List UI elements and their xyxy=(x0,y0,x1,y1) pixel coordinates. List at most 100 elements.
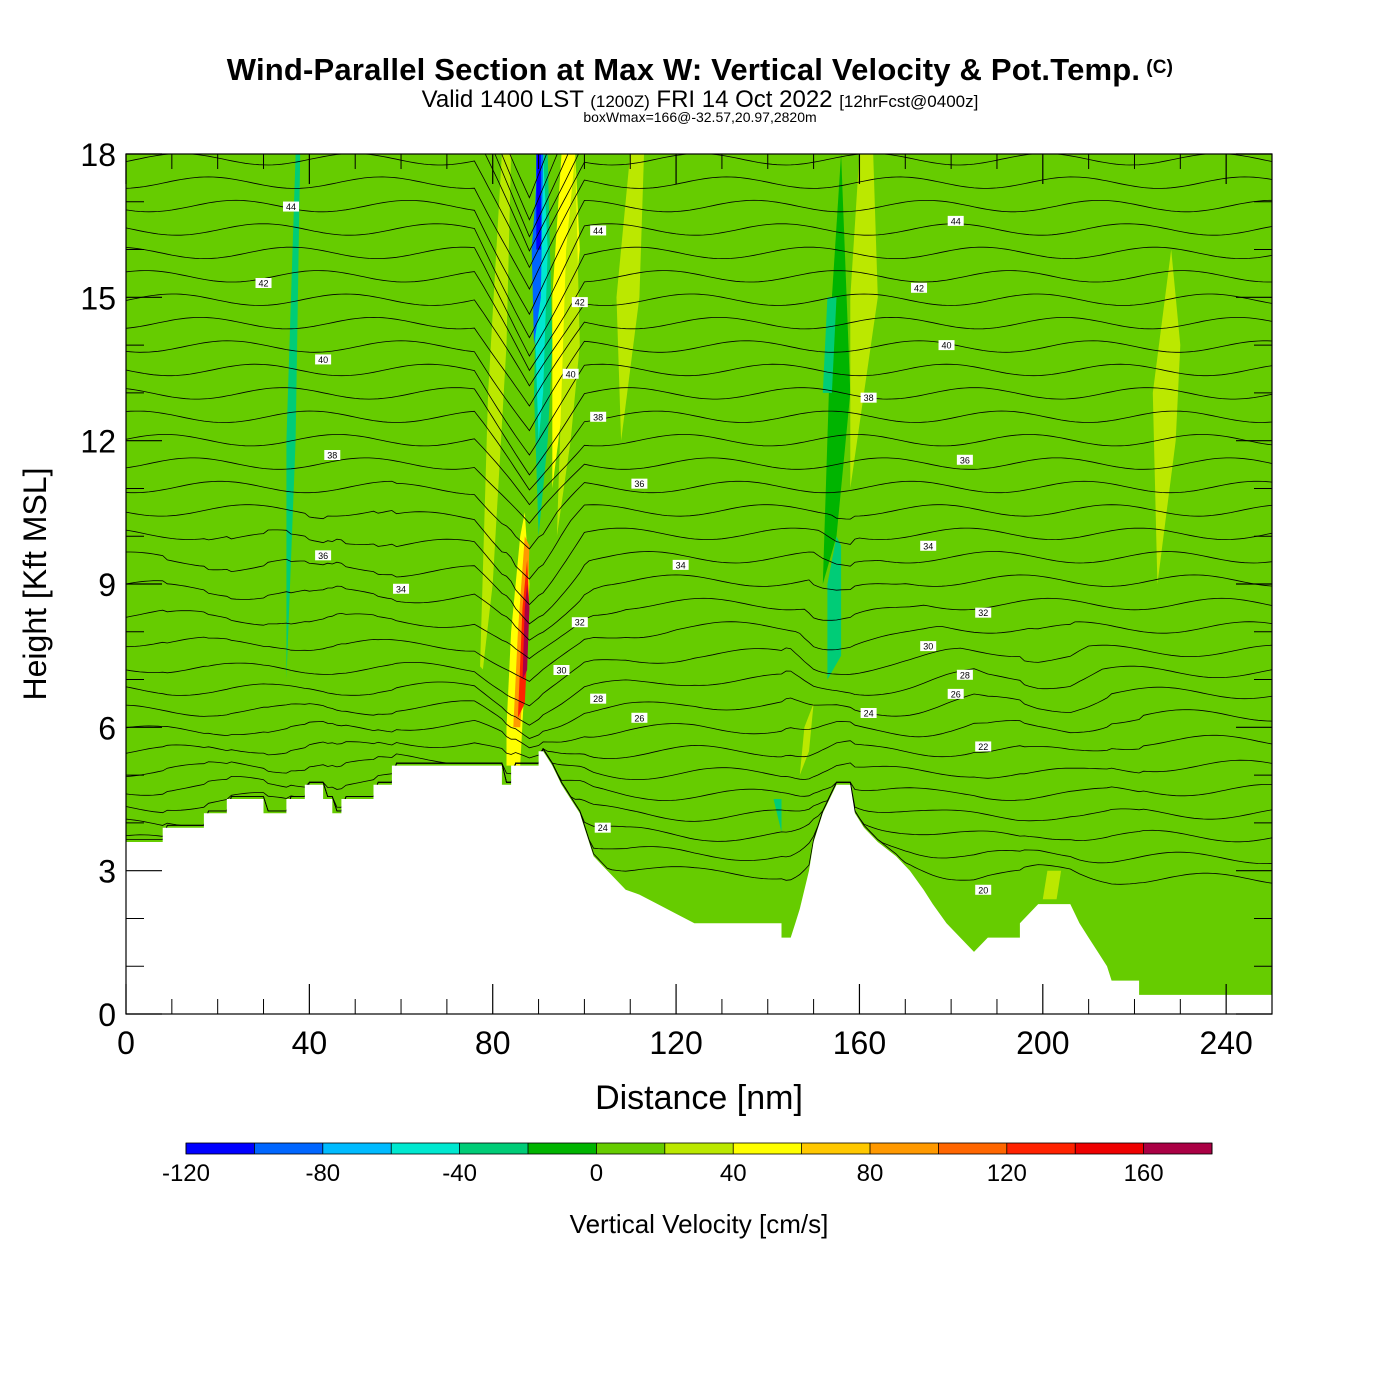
chart-subtitle: Valid 1400 LST (1200Z) FRI 14 Oct 2022 [… xyxy=(0,86,1400,114)
contour-label-bg xyxy=(324,450,341,460)
contour-label-bg xyxy=(975,884,992,895)
isentrope-20 xyxy=(126,410,1272,491)
x-tick-label: 200 xyxy=(1016,1025,1069,1061)
contour-label-text: 42 xyxy=(914,283,924,293)
isentrope-8 xyxy=(126,686,1272,739)
contour-label-1: 42 xyxy=(255,278,272,289)
isentrope-5 xyxy=(126,747,1272,780)
w-region-3 xyxy=(391,154,429,680)
isentrope-25 xyxy=(126,293,1272,387)
w-region-16 xyxy=(616,154,644,441)
isentrope-4 xyxy=(126,747,1272,801)
w-region-9 xyxy=(522,584,530,680)
colorbar-swatch-10 xyxy=(870,1143,939,1154)
contour-label-5: 34 xyxy=(393,583,410,594)
y-tick-label: 15 xyxy=(80,280,116,316)
y-axis-label: Height [Kft MSL] xyxy=(17,468,53,701)
contour-label-9: 38 xyxy=(590,411,607,422)
colorbar-tick-label: 80 xyxy=(857,1160,884,1187)
contour-label-text: 22 xyxy=(978,742,988,752)
colorbar-swatch-11 xyxy=(938,1143,1008,1154)
x-tick-label: 40 xyxy=(292,1025,328,1061)
isentrope-16 xyxy=(126,504,1272,580)
contour-label-text: 44 xyxy=(286,202,296,212)
x-tick-label: 0 xyxy=(117,1025,135,1061)
contour-label-6: 44 xyxy=(590,225,607,236)
colorbar-label: Vertical Velocity [cm/s] xyxy=(570,1209,829,1239)
colorbar-swatch-4 xyxy=(459,1143,529,1154)
isentrope-12 xyxy=(126,597,1272,660)
colorbar-swatch-2 xyxy=(322,1143,392,1154)
contour-label-text: 40 xyxy=(942,341,952,351)
contour-label-4: 36 xyxy=(315,550,332,561)
isentrope-14 xyxy=(126,551,1272,625)
contour-label-bg xyxy=(315,354,332,365)
y-tick-label: 6 xyxy=(98,710,116,746)
contour-label-20: 38 xyxy=(860,392,877,403)
isentrope-10 xyxy=(126,644,1272,707)
contour-label-21: 36 xyxy=(956,454,973,465)
colorbar-tick-label: 40 xyxy=(720,1160,747,1187)
contour-label-bg xyxy=(553,665,570,675)
contour-label-bg xyxy=(975,741,992,752)
contour-label-bg xyxy=(860,392,877,403)
contour-label-28: 22 xyxy=(975,741,992,752)
w-region-19 xyxy=(850,154,878,489)
w-region-20 xyxy=(827,536,842,680)
contour-label-bg xyxy=(594,822,611,833)
title-text: Wind-Parallel Section at Max W: Vertical… xyxy=(226,52,1141,87)
contour-label-text: 34 xyxy=(396,584,406,594)
contour-label-8: 40 xyxy=(562,368,579,379)
w-region-0 xyxy=(126,321,149,713)
contour-label-bg xyxy=(590,693,607,704)
colorbar-tick-label: 160 xyxy=(1124,1160,1164,1187)
colorbar-swatch-13 xyxy=(1075,1143,1145,1154)
contour-label-bg xyxy=(860,708,877,718)
isentrope-22 xyxy=(126,363,1272,456)
colorbar-tick-label: 120 xyxy=(987,1160,1027,1187)
contour-label-29: 20 xyxy=(975,884,992,895)
isentrope-6 xyxy=(126,734,1272,759)
colorbar-tick-label: -40 xyxy=(442,1160,477,1187)
contour-label-bg xyxy=(956,669,973,680)
colorbar-swatch-3 xyxy=(391,1143,461,1154)
isentrope-13 xyxy=(126,574,1272,641)
contour-label-16: 24 xyxy=(594,822,611,833)
isentrope-11 xyxy=(126,621,1272,682)
isentrope-28 xyxy=(126,223,1272,339)
contour-label-bg xyxy=(393,583,410,594)
contour-label-bg xyxy=(911,282,928,293)
contour-label-0: 44 xyxy=(283,201,300,212)
contour-label-25: 28 xyxy=(956,669,973,680)
colorbar-tick-label: -120 xyxy=(162,1160,210,1187)
contour-label-text: 44 xyxy=(951,216,961,226)
colorbar-tick-label: 0 xyxy=(590,1160,603,1187)
w-region-35 xyxy=(1042,870,1062,900)
isentrope-31 xyxy=(126,154,1272,269)
w-region-32 xyxy=(584,727,791,919)
colorbar-swatch-7 xyxy=(664,1143,734,1154)
colorbar: -120 -80 -40 0 40 80 120 160 Vertical Velocity [… xyxy=(162,1142,1213,1239)
colorbar-swatch-0 xyxy=(186,1143,255,1154)
w-region-29 xyxy=(1152,249,1181,584)
colorbar-swatch-9 xyxy=(801,1143,871,1154)
contour-label-bg xyxy=(947,215,964,226)
contour-label-bg xyxy=(283,201,300,212)
contour-label-text: 38 xyxy=(864,393,874,403)
w-region-1 xyxy=(286,154,301,680)
contour-label-text: 42 xyxy=(575,298,585,308)
contour-label-15: 26 xyxy=(631,712,648,723)
isentrope-29 xyxy=(126,199,1272,316)
contour-label-7: 42 xyxy=(571,297,588,308)
isentrope-26 xyxy=(126,270,1272,372)
title-mark: (C) xyxy=(1146,57,1174,78)
contour-label-11: 34 xyxy=(672,559,689,570)
contour-label-bg xyxy=(672,559,689,570)
contour-label-bg xyxy=(920,540,937,551)
contour-label-text: 32 xyxy=(978,608,988,618)
contour-label-text: 34 xyxy=(923,541,933,551)
isentrope-18 xyxy=(126,457,1272,524)
contour-label-24: 30 xyxy=(920,641,937,652)
contour-label-26: 26 xyxy=(947,688,964,699)
